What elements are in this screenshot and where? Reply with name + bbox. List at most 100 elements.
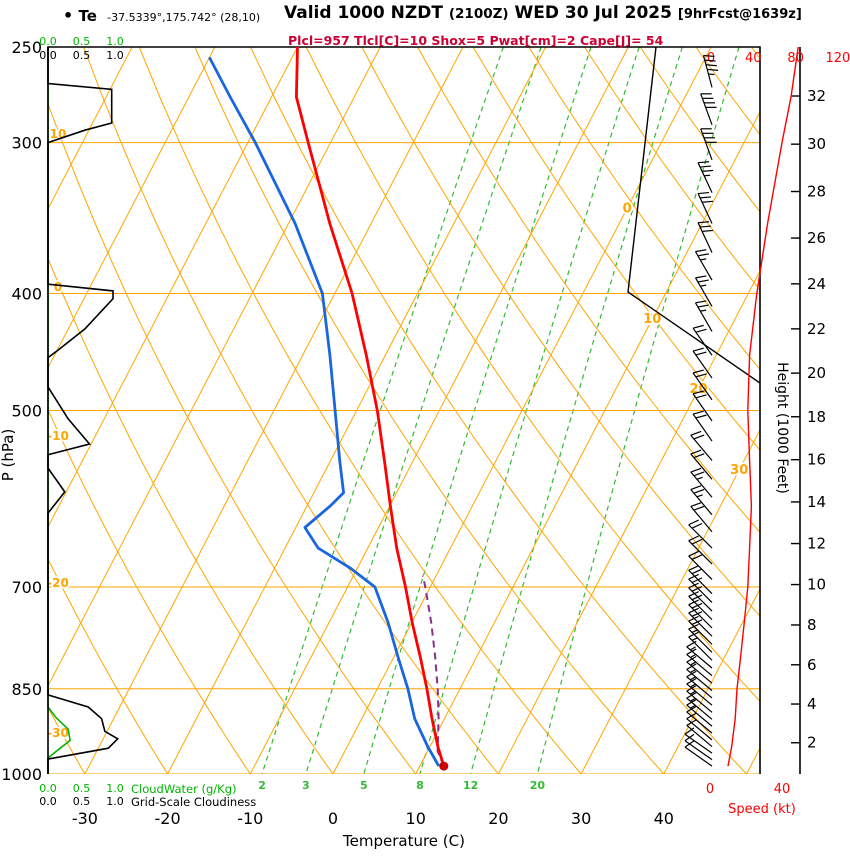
svg-text:1.0: 1.0: [106, 49, 124, 62]
svg-text:40: 40: [745, 51, 762, 66]
wind-barb: [688, 535, 713, 565]
dewpoint-curve: [208, 56, 441, 767]
station-line: • Te -37.5339°,175.742° (28,10): [63, 6, 260, 25]
wind-speed-profile: [727, 46, 799, 767]
wind-barb: [684, 733, 713, 761]
svg-text:0.5: 0.5: [73, 49, 91, 62]
svg-text:0.5: 0.5: [73, 35, 91, 48]
wind-barb: [688, 591, 713, 621]
valid-time: Valid 1000 NZDT: [284, 3, 443, 23]
wind-barb: [692, 410, 713, 442]
zulu-time: (2100Z): [448, 6, 509, 22]
svg-text:120: 120: [825, 51, 850, 66]
wind-barb: [688, 607, 713, 637]
svg-text:10: 10: [406, 809, 426, 828]
svg-text:500: 500: [11, 402, 42, 421]
svg-text:24: 24: [807, 275, 826, 293]
wind-barb: [688, 599, 713, 629]
svg-text:850: 850: [11, 680, 42, 699]
svg-text:0: 0: [706, 782, 714, 797]
wind-barb: [684, 727, 713, 754]
svg-text:-30: -30: [47, 726, 69, 740]
wind-barb: [694, 249, 713, 281]
svg-text:300: 300: [11, 134, 42, 153]
wind-barb: [697, 161, 714, 193]
svg-text:22: 22: [807, 320, 826, 338]
wind-barb: [688, 573, 713, 603]
sounding-params: Plcl=957 Tlcl[C]=10 Shox=5 Pwat[cm]=2 Ca…: [288, 33, 664, 48]
wind-barb: [688, 565, 713, 595]
svg-text:250: 250: [11, 38, 42, 57]
skewt-grid: [48, 47, 760, 774]
svg-text:2: 2: [258, 779, 266, 792]
wind-barb: [697, 191, 714, 224]
svg-text:3: 3: [302, 779, 310, 792]
svg-text:32: 32: [807, 87, 826, 105]
svg-text:700: 700: [11, 578, 42, 597]
svg-text:18: 18: [807, 408, 826, 426]
svg-text:0.0: 0.0: [39, 35, 57, 48]
svg-text:0.0: 0.0: [39, 795, 57, 808]
svg-text:1.0: 1.0: [106, 35, 124, 48]
wind-barb: [690, 485, 713, 516]
svg-text:400: 400: [11, 284, 42, 303]
forecast-ref: [9hrFcst@1639z]: [677, 7, 802, 22]
speed-axis-labels: 0 40 0 40 80 120: [706, 51, 850, 797]
svg-text:28: 28: [807, 183, 826, 201]
svg-text:8: 8: [807, 616, 817, 634]
svg-text:4: 4: [807, 695, 817, 713]
svg-text:20: 20: [488, 809, 508, 828]
svg-text:40: 40: [654, 809, 674, 828]
svg-text:0.0: 0.0: [39, 49, 57, 62]
wind-barb: [690, 502, 713, 533]
cloudwater-profile: [47, 47, 71, 774]
svg-text:0.5: 0.5: [73, 795, 91, 808]
svg-text:2: 2: [807, 734, 817, 752]
wind-barb: [694, 300, 713, 332]
svg-text:-20: -20: [155, 809, 181, 828]
svg-text:14: 14: [807, 493, 826, 511]
wind-barb: [686, 655, 713, 684]
wind-barb: [690, 449, 713, 480]
svg-text:12: 12: [807, 535, 826, 553]
svg-text:20: 20: [530, 779, 546, 792]
wind-barb: [690, 467, 713, 498]
svg-text:1000: 1000: [1, 765, 42, 784]
wind-barb: [684, 740, 713, 767]
wind-barb: [692, 390, 713, 422]
wind-barb: [694, 275, 713, 307]
svg-text:0.5: 0.5: [73, 782, 91, 795]
svg-text:-30: -30: [72, 809, 98, 828]
svg-text:-10: -10: [237, 809, 263, 828]
wind-barb: [692, 369, 713, 401]
temp-axis-title: Temperature (C): [342, 832, 465, 850]
wind-barb: [692, 347, 713, 379]
svg-text:-20: -20: [47, 576, 69, 590]
svg-text:12: 12: [463, 779, 478, 792]
wind-barb: [702, 54, 719, 88]
svg-text:30: 30: [807, 135, 826, 153]
station-name: Te: [78, 7, 97, 25]
svg-text:0: 0: [54, 280, 62, 294]
station-coords: -37.5339°,175.742° (28,10): [107, 11, 261, 24]
svg-text:80: 80: [787, 51, 804, 66]
cloudiness-label: Grid-Scale Cloudiness: [131, 795, 256, 809]
wind-barb: [697, 221, 714, 253]
wind-barb: [700, 93, 717, 126]
svg-text:0: 0: [328, 809, 338, 828]
svg-text:1.0: 1.0: [106, 795, 124, 808]
wind-barbs: [684, 54, 719, 767]
svg-text:0: 0: [707, 51, 715, 66]
svg-text:16: 16: [807, 451, 826, 469]
plot-frame: [47, 46, 761, 774]
svg-text:0: 0: [623, 201, 632, 216]
pressure-axis-title: P (hPa): [0, 429, 17, 482]
svg-text:10: 10: [807, 576, 826, 594]
cloudwater-label: CloudWater (g/Kg): [131, 782, 237, 796]
wind-barb: [688, 550, 713, 580]
svg-text:26: 26: [807, 229, 826, 247]
